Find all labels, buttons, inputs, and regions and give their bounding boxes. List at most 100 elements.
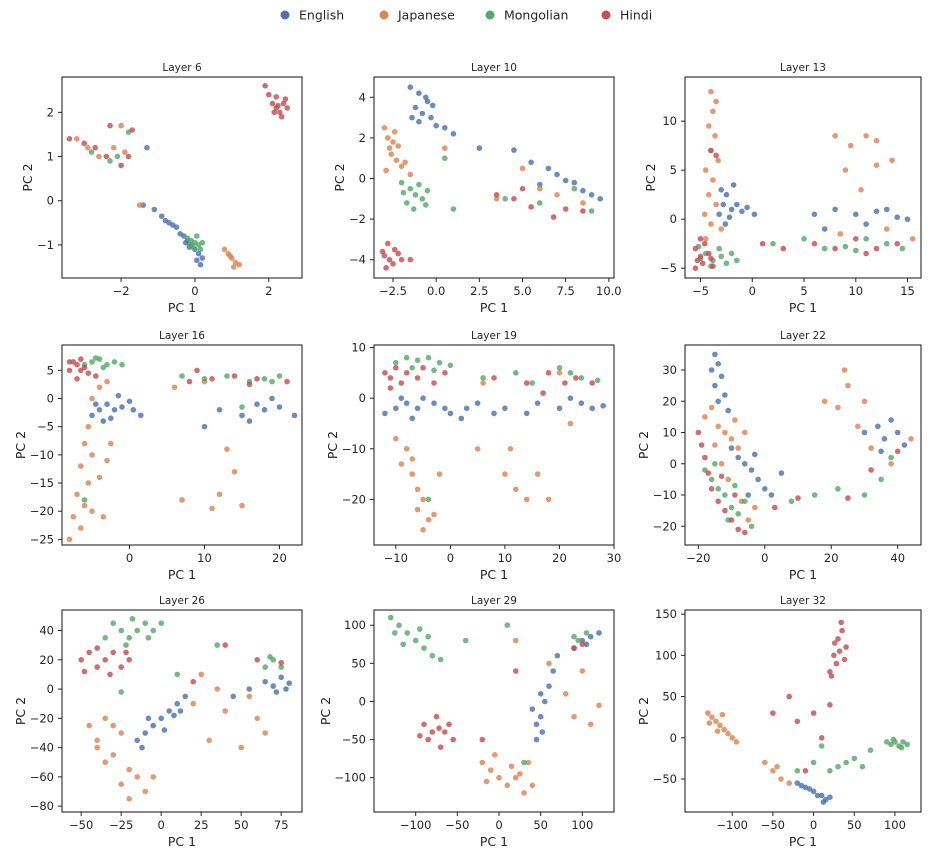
data-point bbox=[270, 683, 277, 689]
data-point bbox=[409, 415, 416, 422]
data-point bbox=[278, 674, 285, 681]
legend-marker-mongolian bbox=[485, 10, 495, 20]
data-point bbox=[894, 214, 900, 220]
legend-marker-english bbox=[280, 10, 290, 20]
data-point bbox=[409, 456, 416, 462]
data-point bbox=[81, 502, 88, 509]
data-point bbox=[537, 713, 544, 720]
data-point bbox=[718, 187, 724, 193]
data-point bbox=[529, 782, 536, 789]
data-point bbox=[875, 423, 881, 430]
data-point bbox=[179, 497, 185, 503]
data-point bbox=[705, 710, 711, 716]
data-point bbox=[546, 660, 552, 667]
data-point bbox=[425, 736, 432, 743]
x-tick-label: 0 bbox=[810, 818, 817, 832]
data-point bbox=[811, 211, 818, 218]
y-tick-label: −25 bbox=[30, 532, 54, 546]
data-point bbox=[512, 637, 519, 644]
y-tick-label: 40 bbox=[39, 623, 54, 637]
x-tick-label: 20 bbox=[272, 551, 287, 565]
data-point bbox=[96, 384, 103, 391]
data-point bbox=[858, 187, 864, 193]
data-point bbox=[199, 255, 206, 261]
data-point bbox=[214, 686, 220, 692]
data-point bbox=[708, 147, 714, 154]
data-point bbox=[246, 418, 253, 424]
y-tick-label: −10 bbox=[30, 448, 54, 462]
data-point bbox=[429, 652, 436, 659]
data-point bbox=[104, 457, 110, 464]
data-point bbox=[851, 755, 858, 762]
y-tick-label: 0 bbox=[359, 391, 366, 405]
data-point bbox=[734, 201, 740, 208]
data-point bbox=[868, 445, 874, 451]
data-point bbox=[719, 711, 726, 718]
data-point bbox=[710, 108, 716, 115]
data-point bbox=[845, 382, 851, 389]
x-tick-label: 5.0 bbox=[513, 284, 531, 298]
data-point bbox=[402, 159, 408, 166]
series-mongolian bbox=[102, 616, 285, 695]
data-point bbox=[409, 365, 416, 371]
x-tick-label: −50 bbox=[445, 818, 469, 832]
data-point bbox=[702, 454, 708, 461]
plot-frame bbox=[373, 76, 615, 279]
data-point bbox=[709, 714, 715, 720]
data-point bbox=[391, 246, 398, 253]
series-hindi bbox=[692, 147, 900, 272]
data-point bbox=[832, 206, 838, 213]
data-point bbox=[273, 94, 280, 100]
data-point bbox=[393, 405, 399, 412]
data-point bbox=[276, 373, 283, 379]
subplot-title: Layer 6 bbox=[162, 62, 202, 74]
data-point bbox=[86, 649, 92, 656]
y-tick-label: −10 bbox=[342, 442, 366, 456]
series-japanese bbox=[702, 367, 914, 523]
data-point bbox=[85, 144, 91, 151]
series-japanese bbox=[74, 122, 242, 270]
data-point bbox=[909, 236, 916, 242]
data-point bbox=[748, 523, 755, 530]
data-point bbox=[589, 380, 595, 386]
data-point bbox=[491, 375, 497, 381]
data-point bbox=[416, 181, 422, 188]
y-tick-label: −40 bbox=[30, 741, 54, 755]
data-point bbox=[873, 137, 880, 144]
data-point bbox=[89, 508, 95, 514]
data-point bbox=[692, 265, 699, 272]
data-point bbox=[723, 191, 730, 198]
data-point bbox=[513, 370, 519, 376]
data-point bbox=[708, 486, 715, 492]
data-point bbox=[174, 700, 180, 707]
data-point bbox=[433, 122, 440, 129]
data-point bbox=[770, 768, 776, 774]
data-point bbox=[702, 236, 709, 242]
series-hindi bbox=[695, 429, 901, 536]
data-point bbox=[845, 495, 851, 501]
data-point bbox=[222, 642, 228, 648]
data-point bbox=[85, 370, 92, 377]
data-point bbox=[583, 641, 590, 648]
data-point bbox=[474, 446, 481, 452]
data-point bbox=[273, 689, 280, 695]
subplot-title: Layer 26 bbox=[159, 595, 205, 607]
data-point bbox=[571, 633, 577, 640]
series-hindi bbox=[78, 642, 285, 685]
x-tick-label: 10 bbox=[848, 284, 863, 298]
data-point bbox=[853, 247, 859, 254]
data-point bbox=[713, 718, 719, 725]
y-tick-label: −60 bbox=[30, 770, 54, 784]
data-point bbox=[145, 635, 152, 641]
data-point bbox=[446, 721, 452, 728]
data-point bbox=[539, 729, 546, 735]
plot-frame bbox=[61, 344, 303, 546]
subplot-title: Layer 22 bbox=[780, 330, 826, 342]
data-point bbox=[713, 98, 719, 105]
data-point bbox=[166, 708, 172, 714]
x-axis-label: PC 1 bbox=[789, 300, 817, 315]
data-point bbox=[881, 436, 888, 442]
data-point bbox=[479, 736, 486, 743]
data-point bbox=[239, 412, 245, 419]
data-point bbox=[517, 771, 523, 777]
